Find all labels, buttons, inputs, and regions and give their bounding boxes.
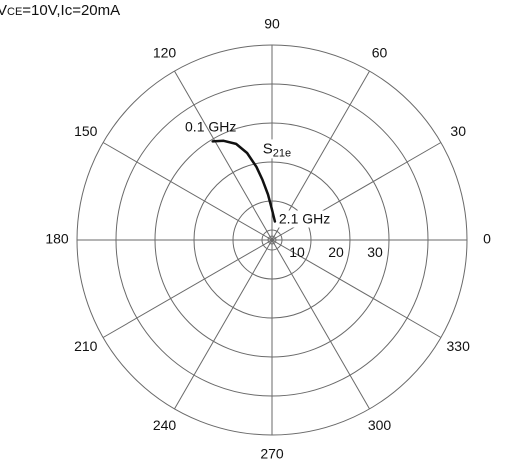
angle-label-330: 330 — [447, 338, 471, 354]
grid-spoke-150 — [102, 142, 273, 241]
series-layer — [211, 139, 277, 223]
freq-label-start: 0.1 GHz — [185, 118, 236, 134]
grid-spokes — [77, 45, 467, 435]
grid-spoke-300 — [271, 239, 370, 410]
radius-labels: 10 20 30 — [289, 244, 383, 260]
angle-label-210: 210 — [74, 338, 98, 354]
angle-label-30: 30 — [450, 123, 466, 139]
angle-label-0: 0 — [483, 231, 491, 247]
series-line-s21e — [211, 139, 277, 223]
radius-label-20: 20 — [328, 244, 344, 260]
radius-label-10: 10 — [289, 244, 305, 260]
radius-label-30: 30 — [367, 244, 383, 260]
bias-conditions-rest: =10V,Ic=20mA — [22, 2, 121, 19]
bias-vce-prefix: V — [0, 2, 8, 19]
bias-conditions: VCE=10V,Ic=20mA — [0, 2, 120, 19]
series-name-label: S21e — [263, 140, 291, 159]
angle-label-90: 90 — [264, 16, 280, 32]
grid-spoke-120 — [174, 70, 273, 241]
angle-label-60: 60 — [372, 45, 388, 61]
freq-label-end-bg — [277, 210, 340, 228]
series-name-subscript: 21e — [273, 147, 291, 159]
series-name-bg — [260, 139, 303, 159]
angle-label-150: 150 — [74, 123, 98, 139]
freq-label-end: 2.1 GHz — [279, 211, 330, 227]
angle-label-240: 240 — [153, 417, 177, 433]
angle-labels: 0 30 60 90 120 150 180 210 240 270 300 330 — [45, 16, 491, 462]
grid-spoke-330 — [271, 239, 442, 338]
angle-label-120: 120 — [153, 45, 177, 61]
angle-label-300: 300 — [368, 417, 392, 433]
series-name-main: S — [263, 140, 273, 157]
bias-vce-subscript: CE — [7, 6, 23, 18]
grid-spoke-210 — [102, 239, 273, 338]
annotation-layer: 0.1 GHz 2.1 GHz S21e — [185, 118, 340, 228]
grid-spoke-240 — [174, 239, 273, 410]
angle-label-180: 180 — [45, 231, 69, 247]
angle-label-270: 270 — [260, 446, 284, 462]
